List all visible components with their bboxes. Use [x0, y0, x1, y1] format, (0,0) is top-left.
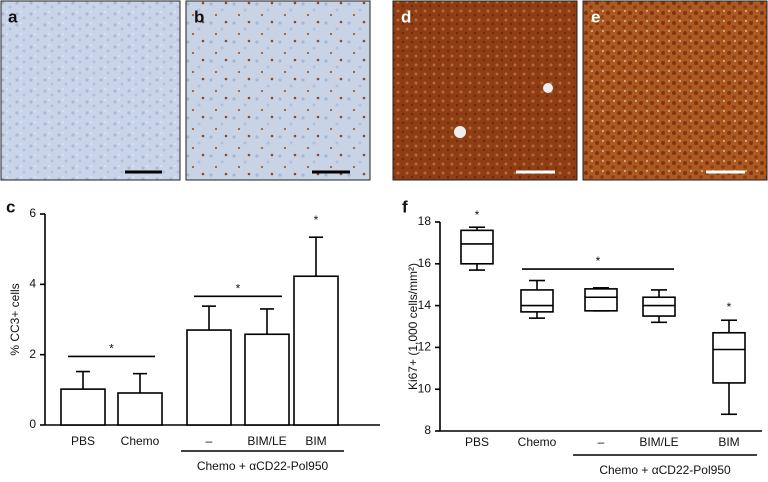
y-tick-label: 2 [29, 347, 36, 361]
panel-label: a [8, 7, 18, 26]
x-tick-label: PBS [71, 434, 95, 448]
bar [244, 333, 290, 426]
x-tick-label: BIM/LE [247, 434, 286, 448]
bar [60, 388, 106, 426]
image-spot [454, 126, 466, 138]
image-spot [543, 83, 553, 93]
x-tick-label: Chemo [518, 435, 557, 449]
y-axis-label: Ki67+ (1,000 cells/mm²) [406, 263, 420, 390]
y-tick-label: 4 [29, 277, 36, 291]
x-tick-label: BIM [305, 434, 326, 448]
image-a [0, 0, 181, 181]
y-axis-label: % CC3+ cells [8, 283, 22, 355]
x-tick-label: Chemo [121, 434, 160, 448]
box [584, 288, 618, 312]
y-tick-label: 6 [29, 206, 36, 220]
significance-star: * [109, 342, 114, 356]
box [460, 229, 494, 265]
panel-label: c [6, 197, 15, 216]
image-b [185, 0, 371, 181]
y-tick-label: 10 [418, 381, 432, 395]
significance-star: * [236, 281, 241, 295]
bar [186, 329, 232, 426]
group-label: Chemo + αCD22-Pol950 [197, 459, 329, 473]
panel-label: f [402, 197, 408, 216]
panel-label: b [194, 7, 204, 26]
x-tick-label: – [598, 435, 605, 449]
histology-panels: a b d e [0, 0, 768, 181]
panel-label: d [401, 7, 411, 26]
image-e [582, 0, 768, 181]
bar [117, 392, 163, 426]
significance-star: * [596, 254, 601, 268]
significance-star: * [314, 213, 319, 227]
y-tick-label: 0 [29, 417, 36, 431]
group-label: Chemo + αCD22-Pol950 [599, 463, 731, 477]
significance-star: * [727, 300, 732, 314]
x-tick-label: PBS [465, 435, 489, 449]
box [520, 289, 554, 313]
y-tick-label: 8 [424, 423, 431, 437]
y-tick-label: 12 [418, 340, 432, 354]
y-tick-label: 14 [418, 298, 432, 312]
y-tick-label: 18 [418, 214, 432, 228]
box [712, 331, 746, 384]
box [642, 296, 676, 317]
y-tick-label: 16 [418, 256, 432, 270]
panel-label: e [591, 7, 600, 26]
bar [293, 275, 339, 426]
x-tick-label: BIM [718, 435, 739, 449]
significance-star: * [475, 208, 480, 222]
x-tick-label: – [206, 434, 213, 448]
x-tick-label: BIM/LE [639, 435, 678, 449]
